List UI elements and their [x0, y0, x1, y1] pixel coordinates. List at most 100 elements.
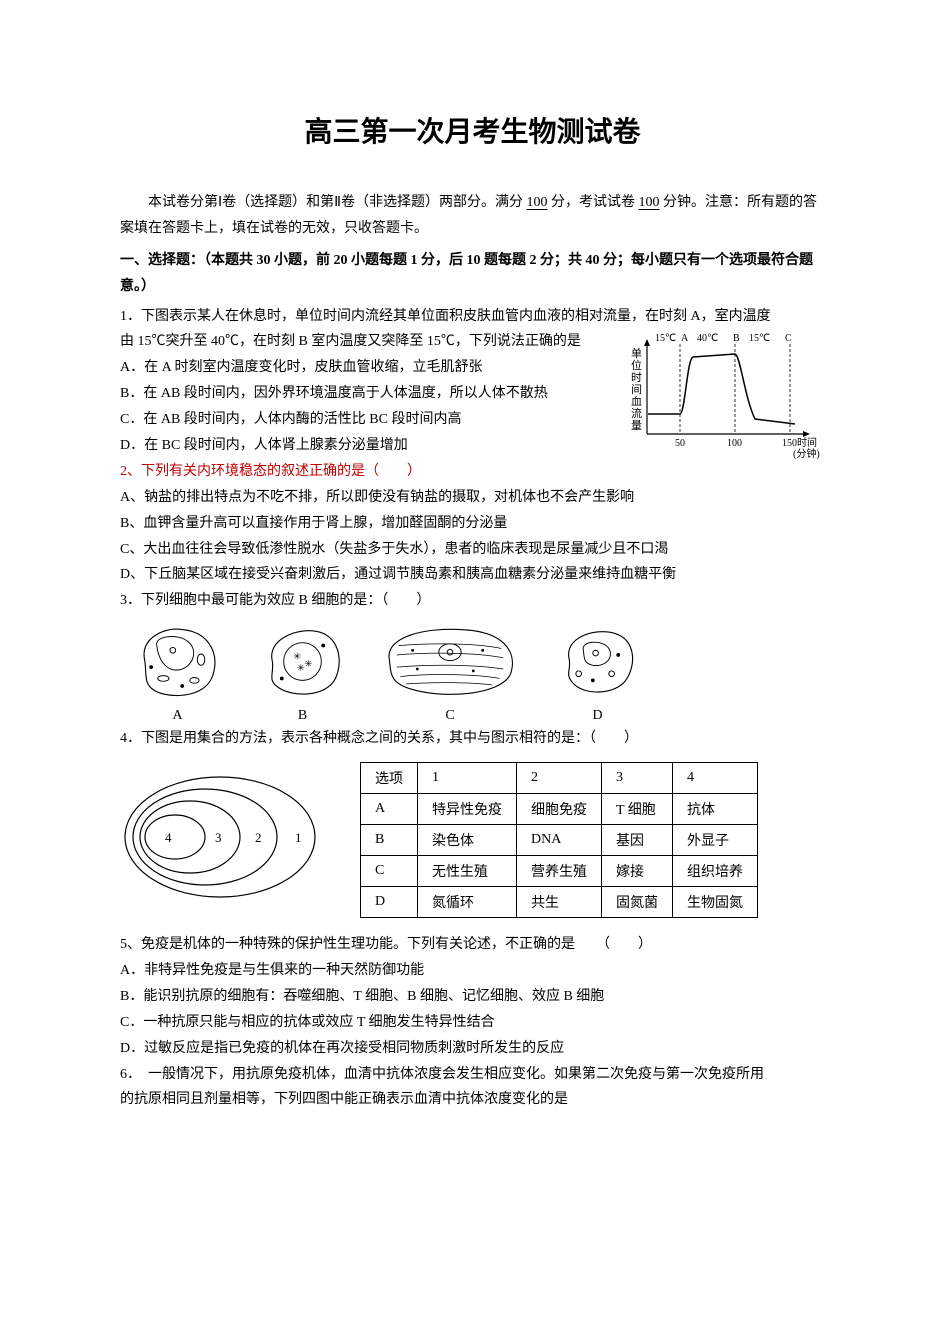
table-cell: 基因 — [602, 825, 673, 856]
table-row: B 染色体 DNA 基因 外显子 — [361, 825, 758, 856]
q5-option-b: B．能识别抗原的细胞有：吞噬细胞、T 细胞、B 细胞、记忆细胞、效应 B 细胞 — [120, 984, 825, 1010]
q1-option-b: B．在 AB 段时间内，因外界环境温度高于人体温度，所以人体不散热 — [120, 381, 600, 407]
table-cell: C — [361, 856, 418, 887]
chart-xtick: 50 — [675, 438, 685, 449]
q4-stem: 4．下图是用集合的方法，表示各种概念之间的关系，其中与图示相符的是：（ ） — [120, 726, 825, 752]
chart-xtick: 100 — [727, 438, 742, 449]
page-title: 高三第一次月考生物测试卷 — [120, 110, 825, 150]
q3-label-c: C — [445, 708, 454, 724]
q3-label-d: D — [592, 708, 602, 724]
chart-top-label: 40℃ — [697, 333, 718, 344]
table-cell: T 细胞 — [602, 794, 673, 825]
table-row: 选项 1 2 3 4 — [361, 763, 758, 794]
intro-text-1: 本试卷分第Ⅰ卷（选择题）和第Ⅱ卷（非选择题）两部分。满分 — [148, 195, 527, 210]
table-cell: 生物固氮 — [673, 887, 758, 918]
chart-top-label: C — [785, 333, 792, 344]
q1-option-d: D．在 BC 段时间内，人体肾上腺素分泌量增加 — [120, 433, 600, 459]
chart-xtick: 150 — [782, 438, 797, 449]
table-cell: 特异性免疫 — [418, 794, 517, 825]
q2-option-a: A、钠盐的排出特点为不吃不排，所以即使没有钠盐的摄取，对机体也不会产生影响 — [120, 485, 825, 511]
table-cell: 氮循环 — [418, 887, 517, 918]
chart-top-label: A — [681, 333, 689, 344]
q5-option-a: A．非特异性免疫是与生俱来的一种天然防御功能 — [120, 958, 825, 984]
table-cell: 组织培养 — [673, 856, 758, 887]
chart-ylabel-5: 血 — [631, 394, 642, 408]
table-cell: 抗体 — [673, 794, 758, 825]
table-cell: 染色体 — [418, 825, 517, 856]
chart-xlabel-1: 时间 — [797, 436, 817, 449]
chart-curve — [648, 354, 795, 424]
table-cell: 外显子 — [673, 825, 758, 856]
q2-option-b: B、血钾含量升高可以直接作用于肾上腺，增加醛固酮的分泌量 — [120, 511, 825, 537]
chart-ylabel-2: 位 — [631, 358, 642, 372]
table-cell: B — [361, 825, 418, 856]
table-header: 1 — [418, 763, 517, 794]
svg-text:✳: ✳ — [293, 653, 301, 663]
q2-option-d: D、下丘脑某区域在接受兴奋刺激后，通过调节胰岛素和胰高血糖素分泌量来维持血糖平衡 — [120, 562, 825, 588]
table-row: C 无性生殖 营养生殖 嫁接 组织培养 — [361, 856, 758, 887]
intro-score: 100 — [527, 195, 548, 210]
q2-option-c: C、大出血往往会导致低渗性脱水（失盐多于失水），患者的临床表现是尿量减少且不口渴 — [120, 537, 825, 563]
q4-table: 选项 1 2 3 4 A 特异性免疫 细胞免疫 T 细胞 抗体 B 染色体 DN… — [360, 762, 758, 918]
x-axis-arrow-icon — [803, 431, 810, 437]
table-cell: 营养生殖 — [517, 856, 602, 887]
venn-label-1: 1 — [295, 830, 302, 845]
table-cell: 细胞免疫 — [517, 794, 602, 825]
table-header: 3 — [602, 763, 673, 794]
cell-d-icon — [550, 622, 645, 702]
cell-c-icon — [380, 622, 520, 702]
venn-label-2: 2 — [255, 830, 262, 845]
q5-stem: 5、免疫是机体的一种特殊的保护性生理功能。下列有关论述，不正确的是 （ ） — [120, 932, 825, 958]
q3-label-b: B — [298, 708, 307, 724]
chart-ylabel-4: 间 — [631, 383, 642, 396]
venn-label-3: 3 — [215, 830, 222, 845]
table-cell: A — [361, 794, 418, 825]
q3-cell-d: D — [550, 622, 645, 724]
svg-text:✳: ✳ — [297, 664, 305, 674]
chart-top-label: 15℃ — [655, 333, 676, 344]
intro-text-2: 分，考试试卷 — [548, 195, 639, 210]
svg-text:✳: ✳ — [304, 660, 312, 670]
table-cell: DNA — [517, 825, 602, 856]
table-cell: 固氮菌 — [602, 887, 673, 918]
chart-top-label: B — [733, 333, 740, 344]
chart-ylabel-1: 单 — [631, 347, 642, 360]
q1-chart: 单 位 时 间 血 流 量 15℃ A 40℃ B 15℃ C 50 100 1… — [625, 329, 825, 459]
section-header: 一、选择题：（本题共 30 小题，前 20 小题每题 1 分，后 10 题每题 … — [120, 248, 825, 300]
table-row: A 特异性免疫 细胞免疫 T 细胞 抗体 — [361, 794, 758, 825]
chart-ylabel-7: 量 — [631, 419, 642, 432]
table-header: 2 — [517, 763, 602, 794]
table-header: 选项 — [361, 763, 418, 794]
venn-diagram: 4 3 2 1 — [120, 762, 330, 912]
q1-option-c: C．在 AB 段时间内，人体内酶的活性比 BC 段时间内高 — [120, 407, 600, 433]
intro-time: 100 — [639, 195, 660, 210]
q3-stem: 3．下列细胞中最可能为效应 B 细胞的是：（ ） — [120, 588, 825, 614]
q3-label-a: A — [172, 708, 182, 724]
y-axis-arrow-icon — [644, 339, 650, 346]
q1-option-a: A．在 A 时刻室内温度变化时，皮肤血管收缩，立毛肌舒张 — [120, 355, 600, 381]
q5-option-d: D．过敏反应是指已免疫的机体在再次接受相同物质刺激时所发生的反应 — [120, 1036, 825, 1062]
q2-stem: 2、下列有关内环境稳态的叙述正确的是（ ） — [120, 459, 825, 485]
intro-paragraph: 本试卷分第Ⅰ卷（选择题）和第Ⅱ卷（非选择题）两部分。满分 100 分，考试试卷 … — [120, 190, 825, 242]
chart-ylabel-3: 时 — [631, 371, 642, 384]
venn-label-4: 4 — [165, 830, 172, 845]
q6-stem-1: 6． 一般情况下，用抗原免疫机体，血清中抗体浓度会发生相应变化。如果第二次免疫与… — [120, 1062, 825, 1088]
q3-cell-b: ✳ ✳ ✳ B — [255, 622, 350, 724]
q6-stem-2: 的抗原相同且剂量相等，下列四图中能正确表示血清中抗体浓度变化的是 — [120, 1087, 825, 1113]
table-cell: 共生 — [517, 887, 602, 918]
q1-stem-1: 1．下图表示某人在休息时，单位时间内流经其单位面积皮肤血管内血液的相对流量，在时… — [120, 304, 825, 330]
table-row: D 氮循环 共生 固氮菌 生物固氮 — [361, 887, 758, 918]
q3-cell-a: A — [130, 622, 225, 724]
table-header: 4 — [673, 763, 758, 794]
chart-top-label: 15℃ — [749, 333, 770, 344]
table-cell: D — [361, 887, 418, 918]
table-cell: 无性生殖 — [418, 856, 517, 887]
q3-figures: A ✳ ✳ ✳ B C — [130, 622, 825, 724]
chart-xlabel-2: (分钟) — [793, 447, 820, 459]
cell-a-icon — [130, 622, 225, 702]
cell-b-icon: ✳ ✳ ✳ — [255, 622, 350, 702]
chart-ylabel-6: 流 — [631, 406, 642, 420]
q5-option-c: C．一种抗原只能与相应的抗体或效应 T 细胞发生特异性结合 — [120, 1010, 825, 1036]
q3-cell-c: C — [380, 622, 520, 724]
table-cell: 嫁接 — [602, 856, 673, 887]
